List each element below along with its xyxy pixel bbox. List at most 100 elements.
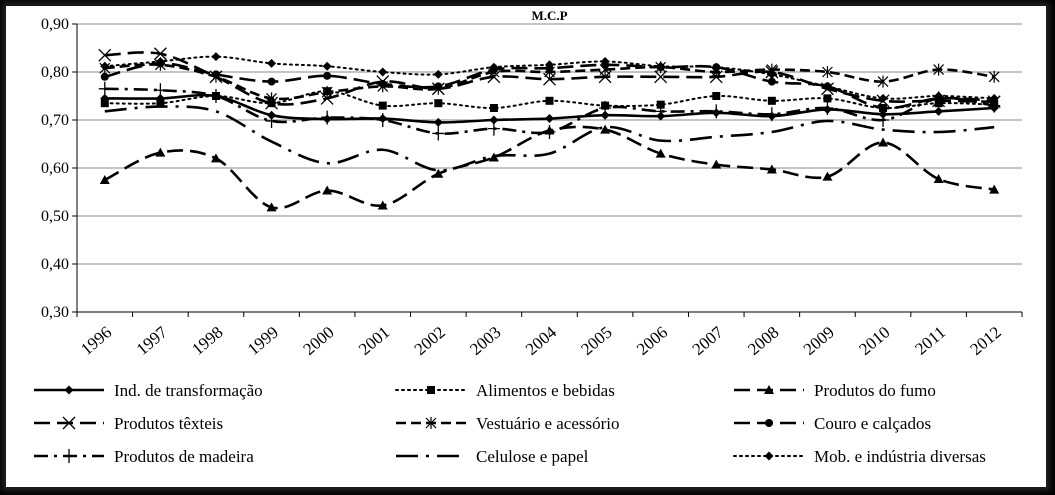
data-point bbox=[600, 56, 610, 66]
data-point bbox=[153, 47, 167, 61]
data-point bbox=[822, 66, 833, 78]
data-point bbox=[545, 96, 554, 105]
data-point bbox=[933, 63, 945, 76]
data-point bbox=[267, 58, 277, 68]
legend-label: Alimentos e bebidas bbox=[476, 381, 615, 400]
chart-title: M.C.P bbox=[531, 8, 567, 23]
data-point bbox=[155, 56, 165, 66]
x-tick-label: 2007 bbox=[689, 322, 728, 359]
data-point bbox=[654, 104, 667, 119]
legend-marker bbox=[765, 419, 773, 427]
line-chart: 0,300,400,500,600,700,800,90 1996 1997 199… bbox=[34, 8, 1023, 466]
series-7 bbox=[98, 81, 1001, 141]
data-point bbox=[100, 72, 109, 81]
data-point bbox=[433, 168, 444, 178]
data-point bbox=[878, 137, 889, 147]
data-point bbox=[320, 91, 334, 105]
legend-marker bbox=[764, 385, 774, 394]
x-tick-label: 2011 bbox=[911, 323, 949, 359]
data-point bbox=[98, 81, 111, 96]
legend-marker bbox=[64, 385, 74, 395]
legend-item: Celulose e papel bbox=[396, 447, 589, 466]
data-point bbox=[877, 113, 890, 127]
x-tick-label: 2006 bbox=[633, 323, 671, 359]
x-tick-label: 1996 bbox=[77, 323, 115, 359]
x-tick-label: 1999 bbox=[244, 323, 282, 359]
data-point bbox=[210, 153, 221, 163]
x-tick-label: 2010 bbox=[855, 323, 893, 359]
data-point bbox=[154, 83, 167, 98]
x-tick-label: 2002 bbox=[411, 323, 449, 359]
legend: Ind. de transformação Alimentos e bebidas… bbox=[34, 381, 986, 466]
legend-marker bbox=[425, 417, 437, 429]
data-point bbox=[434, 99, 443, 108]
legend-item: Couro e calçados bbox=[734, 414, 931, 433]
data-point bbox=[265, 113, 278, 128]
data-point bbox=[600, 124, 611, 134]
data-point bbox=[989, 93, 999, 103]
data-point bbox=[656, 61, 666, 71]
data-point bbox=[211, 52, 221, 62]
legend-label: Ind. de transformação bbox=[114, 381, 263, 400]
series-2 bbox=[100, 87, 999, 112]
legend-item: Alimentos e bebidas bbox=[395, 381, 615, 400]
data-point bbox=[877, 75, 889, 88]
legend-label: Produtos do fumo bbox=[814, 381, 936, 400]
y-tick-label: 0,50 bbox=[41, 208, 69, 225]
legend-label: Mob. e indústria diversas bbox=[814, 447, 986, 466]
data-point bbox=[378, 101, 387, 110]
x-tick-label: 1997 bbox=[133, 322, 172, 359]
y-axis-ticks: 0,30 0,40 0,50 0,60 0,70 0,80 0,90 bbox=[41, 16, 77, 321]
y-tick-label: 0,60 bbox=[41, 160, 69, 177]
data-point bbox=[934, 91, 944, 101]
data-point bbox=[823, 94, 832, 103]
data-point bbox=[545, 114, 554, 124]
data-point bbox=[432, 126, 445, 141]
x-tick-label: 2005 bbox=[577, 323, 615, 359]
series-line bbox=[104, 87, 995, 135]
data-point bbox=[100, 61, 110, 71]
legend-label: Produtos de madeira bbox=[114, 447, 254, 466]
data-point bbox=[266, 202, 277, 212]
legend-marker bbox=[764, 451, 774, 461]
data-point bbox=[766, 164, 777, 174]
legend-item: Ind. de transformação bbox=[34, 381, 263, 400]
data-point bbox=[545, 60, 554, 70]
legend-label: Vestuário e acessório bbox=[476, 414, 620, 433]
y-tick-label: 0,40 bbox=[41, 256, 69, 273]
legend-item: Produtos do fumo bbox=[734, 381, 936, 400]
data-point bbox=[323, 71, 332, 80]
legend-label: Couro e calçados bbox=[814, 414, 931, 433]
data-point bbox=[711, 159, 722, 169]
data-point bbox=[155, 147, 166, 157]
x-tick-label: 1998 bbox=[188, 323, 226, 359]
data-point bbox=[322, 61, 332, 71]
x-axis-ticks: 1996 1997 1998 1999 2000 2001 2002 2003 2004 2005… bbox=[76, 312, 1023, 359]
x-tick-label: 2008 bbox=[744, 323, 782, 359]
x-tick-label: 2004 bbox=[522, 322, 561, 359]
data-point bbox=[822, 81, 832, 91]
data-point bbox=[988, 70, 1000, 83]
data-point bbox=[433, 69, 443, 79]
data-point bbox=[100, 99, 109, 108]
data-point bbox=[209, 89, 222, 103]
data-point bbox=[767, 96, 776, 105]
data-point bbox=[600, 110, 610, 120]
data-point bbox=[767, 77, 776, 86]
data-point bbox=[879, 104, 888, 112]
legend-item: Mob. e indústria diversas bbox=[733, 447, 986, 466]
data-point bbox=[99, 175, 110, 184]
chart-frame: 0,30 0,40 0,50 0,60 0,70 0,80 0,90 1996 1997 199… bbox=[4, 4, 1048, 489]
data-point bbox=[266, 92, 277, 105]
data-point bbox=[156, 99, 165, 108]
data-point bbox=[599, 101, 612, 115]
data-point bbox=[377, 200, 388, 210]
data-point bbox=[655, 148, 666, 158]
y-tick-label: 0,70 bbox=[41, 112, 69, 129]
y-tick-label: 0,90 bbox=[41, 16, 69, 33]
data-point bbox=[489, 104, 498, 112]
data-point bbox=[489, 115, 499, 125]
legend-marker bbox=[427, 386, 435, 394]
series-line bbox=[104, 105, 995, 172]
data-point bbox=[934, 106, 944, 116]
